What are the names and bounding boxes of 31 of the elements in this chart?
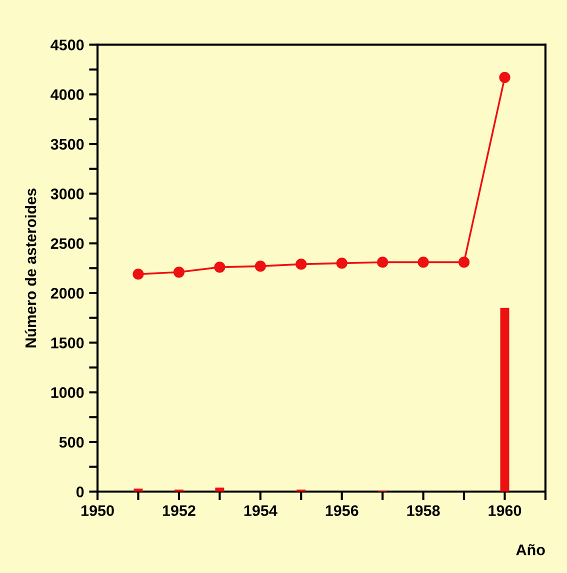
bar [500,308,510,492]
point [499,72,510,84]
bar [215,488,224,492]
y-tick-label: 0 [76,486,84,498]
y-tick-label: 1000 [51,387,84,398]
x-tick-label: 1958 [407,505,440,516]
x-tick-label: 1950 [81,505,114,516]
y-tick-label: 500 [59,436,84,448]
x-tick-label: 1956 [326,505,358,516]
point [254,260,266,272]
x-tick-label: 1952 [162,505,196,516]
y-tick-label: 2500 [50,238,84,250]
x-tick-label: 1954 [244,505,278,516]
bar [134,488,143,492]
point [377,256,388,268]
y-tick-label: 2000 [50,288,84,299]
x-axis-title: Año [516,544,545,556]
point [458,256,470,268]
y-tick-label: 4000 [50,89,84,100]
point [336,258,348,269]
y-tick-label: 3500 [50,138,84,150]
x-tick-label: 1960 [488,505,522,516]
y-tick-label: 4500 [50,40,84,50]
point [296,258,307,270]
point [214,262,226,273]
y-tick-label: 1500 [51,338,84,348]
point [418,256,429,268]
y-axis-title: Número de asteroides [24,188,36,348]
y-tick-label: 3000 [50,188,84,200]
point [173,266,185,278]
point [132,268,144,280]
